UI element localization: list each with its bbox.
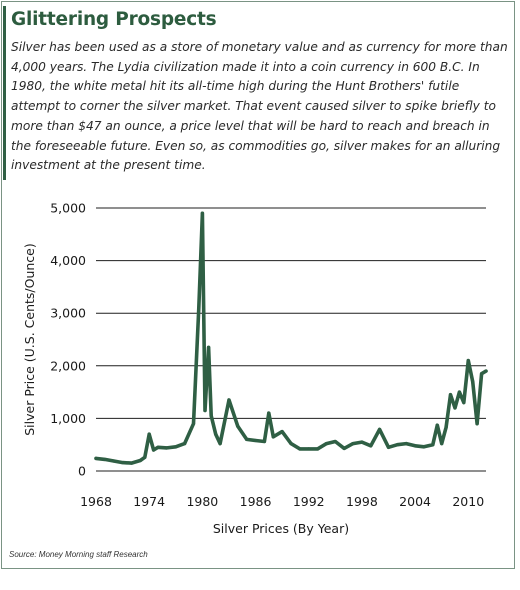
data-point [191,422,196,426]
data-point [183,442,187,446]
y-tick-label: 5,000 [50,201,86,216]
data-point [236,424,240,428]
data-point [165,446,169,450]
data-point [462,401,466,405]
data-point [203,408,207,413]
data-point [333,439,337,444]
data-point [324,442,329,446]
card-frame [1,1,515,569]
data-point [444,425,448,429]
data-point [448,393,453,397]
data-point [440,442,444,446]
data-point [197,306,201,310]
data-point [129,461,134,465]
data-point [315,447,320,451]
grid-lines [96,207,486,472]
data-point [112,459,116,463]
x-tick-label: 1998 [346,494,378,509]
data-point [103,457,107,462]
data-point [289,442,293,446]
data-point [147,432,151,436]
data-point [143,455,147,459]
data-point [245,437,249,442]
data-point [342,446,346,450]
article-header: Glittering Prospects Silver has been use… [3,6,513,180]
data-point [422,445,426,449]
data-point [435,423,439,427]
y-tick-label: 3,000 [50,306,86,321]
data-point [174,445,178,449]
x-tick-label: 1980 [186,494,218,509]
data-point [200,211,204,215]
data-point [307,447,311,451]
y-tick-label: 1,000 [50,411,86,426]
data-point [218,442,222,446]
y-tick-label: 2,000 [50,358,86,373]
data-point [253,438,258,443]
data-point [369,444,373,448]
data-point [475,422,479,426]
data-point [94,456,98,460]
y-axis-ticks: 0 1,000 2,000 3,000 4,000 5,000 [50,201,86,479]
data-point [120,460,125,465]
data-point [360,440,364,444]
data-point [484,369,488,373]
data-point [209,414,213,418]
page-title: Glittering Prospects [11,9,217,30]
data-points [94,211,488,465]
y-axis-label: Silver Price (U.S. Cents/Ounce) [22,243,37,436]
x-tick-label: 2004 [399,494,431,509]
data-point [386,445,391,449]
data-point [395,443,399,447]
x-axis-label: Silver Prices (By Year) [213,521,349,536]
data-point [206,345,211,349]
data-point [227,398,231,402]
x-tick-label: 1974 [133,494,165,509]
data-point [404,442,408,446]
description-text: Silver has been used as a store of monet… [11,40,508,173]
x-tick-label: 2010 [452,494,484,509]
data-point [457,390,462,394]
data-point [351,442,355,446]
source-note: Source: Money Morning staff Research [9,550,148,559]
data-point [471,379,475,384]
y-tick-label: 4,000 [50,253,86,268]
data-point [413,444,417,448]
x-tick-label: 1992 [293,494,325,509]
data-point [378,427,382,432]
silver-price-line [94,211,488,465]
x-axis-ticks: 1968 1974 1980 1986 1992 1998 2004 2010 [80,494,484,509]
data-point [298,447,302,451]
data-point [156,445,160,449]
y-tick-label: 0 [78,464,86,479]
data-point [262,439,267,444]
data-point [453,406,457,410]
data-point [152,448,156,452]
data-point [214,432,218,436]
data-point [280,429,284,434]
data-point [479,372,484,376]
data-point [138,458,142,463]
data-point [271,435,275,439]
data-point [267,411,271,415]
data-point [431,443,435,447]
x-tick-label: 1968 [80,494,112,509]
x-tick-label: 1986 [240,494,272,509]
data-point [466,358,470,363]
